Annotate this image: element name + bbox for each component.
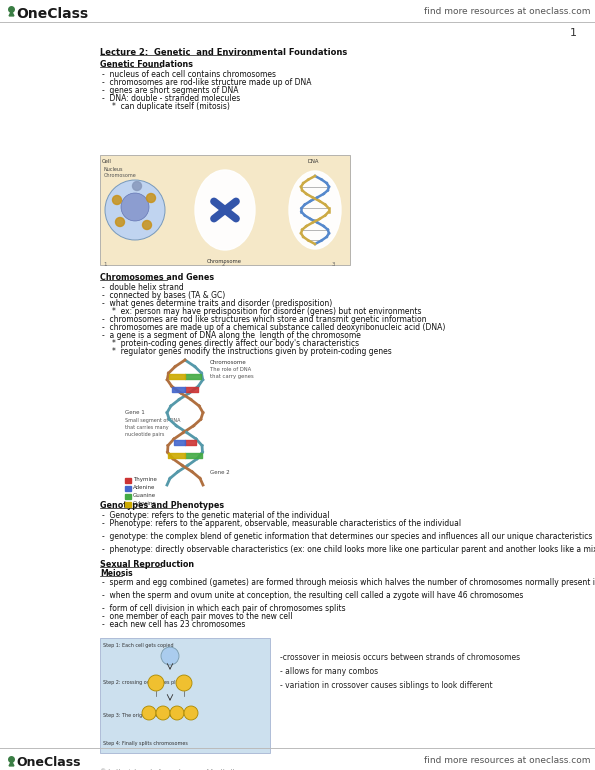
Text: 1: 1 (570, 28, 577, 38)
Text: -  DNA: double - stranded molecules: - DNA: double - stranded molecules (102, 94, 240, 103)
Text: Step 1: Each cell gets copied: Step 1: Each cell gets copied (103, 643, 174, 648)
Ellipse shape (195, 170, 255, 250)
Circle shape (112, 196, 121, 205)
Circle shape (133, 182, 142, 190)
Circle shape (148, 675, 164, 691)
Text: Guanine: Guanine (133, 493, 156, 498)
Text: nucleotide pairs: nucleotide pairs (125, 432, 164, 437)
Text: *  ex: person may have predisposition for disorder (genes) but not environments: * ex: person may have predisposition for… (112, 307, 421, 316)
Text: -  connected by bases (TA & GC): - connected by bases (TA & GC) (102, 291, 226, 300)
Text: Cytosine: Cytosine (133, 501, 156, 506)
Text: Chromosome: Chromosome (210, 360, 247, 365)
Text: -  sperm and egg combined (gametes) are formed through meiosis which halves the : - sperm and egg combined (gametes) are f… (102, 578, 595, 587)
Circle shape (142, 220, 152, 229)
Text: -  one member of each pair moves to the new cell: - one member of each pair moves to the n… (102, 612, 293, 621)
Text: -crossover in meiosis occurs between strands of chromosomes: -crossover in meiosis occurs between str… (280, 653, 520, 662)
Text: Chromosomes and Genes: Chromosomes and Genes (100, 273, 214, 282)
Text: The role of DNA: The role of DNA (210, 367, 251, 372)
Circle shape (105, 180, 165, 240)
Text: that carries many: that carries many (125, 425, 168, 430)
Bar (125, 478, 131, 483)
Bar (125, 486, 131, 491)
Text: *  can duplicate itself (mitosis): * can duplicate itself (mitosis) (112, 102, 230, 111)
Text: Lecture 2:  Genetic  and Environmental Foundations: Lecture 2: Genetic and Environmental Fou… (100, 48, 347, 57)
Text: OneClass: OneClass (16, 7, 88, 21)
FancyBboxPatch shape (100, 638, 270, 753)
Text: -  nucleus of each cell contains chromosomes: - nucleus of each cell contains chromoso… (102, 70, 276, 79)
Text: find more resources at oneclass.com: find more resources at oneclass.com (424, 7, 590, 16)
Text: -  genotype: the complex blend of genetic information that determines our specie: - genotype: the complex blend of genetic… (102, 532, 593, 541)
Text: Sexual Reproduction: Sexual Reproduction (100, 560, 194, 569)
Text: Genetic Foundations: Genetic Foundations (100, 60, 193, 69)
Text: -  chromosomes are rod-like structure made up of DNA: - chromosomes are rod-like structure mad… (102, 78, 312, 87)
Text: -  each new cell has 23 chromosomes: - each new cell has 23 chromosomes (102, 620, 245, 629)
Circle shape (115, 217, 124, 226)
Text: Thymine: Thymine (133, 477, 157, 482)
Text: *  protein-coding genes directly affect our body's characteristics: * protein-coding genes directly affect o… (112, 339, 359, 348)
Text: -  Phenotype: refers to the apparent, observable, measurable characteristics of : - Phenotype: refers to the apparent, obs… (102, 519, 461, 528)
Text: Small segment of DNA: Small segment of DNA (125, 418, 180, 423)
Circle shape (176, 675, 192, 691)
Text: Step 4: Finally splits chromosomes: Step 4: Finally splits chromosomes (103, 741, 188, 746)
Text: -  when the sperm and ovum unite at conception, the resulting cell called a zygo: - when the sperm and ovum unite at conce… (102, 591, 524, 600)
Text: -  what genes determine traits and disorder (predisposition): - what genes determine traits and disord… (102, 299, 332, 308)
Text: -  chromosomes are rod like structures which store and transmit genetic informat: - chromosomes are rod like structures wh… (102, 315, 427, 324)
Text: OneClass: OneClass (16, 756, 80, 769)
Text: Step 3: The original cell splits: Step 3: The original cell splits (103, 713, 176, 718)
Text: -  phenotype: directly observable characteristics (ex: one child looks more like: - phenotype: directly observable charact… (102, 545, 595, 554)
Text: that carry genes: that carry genes (210, 374, 253, 379)
Bar (125, 494, 131, 499)
Text: -  double helix strand: - double helix strand (102, 283, 184, 292)
Ellipse shape (289, 171, 341, 249)
Text: -  a gene is a segment of DNA along the  length of the chromosome: - a gene is a segment of DNA along the l… (102, 331, 361, 340)
Text: © In the interest of a real game of football: © In the interest of a real game of foot… (100, 768, 234, 770)
Text: find more resources at oneclass.com: find more resources at oneclass.com (424, 756, 590, 765)
Circle shape (161, 647, 179, 665)
Text: - allows for many combos: - allows for many combos (280, 667, 378, 676)
Text: -  chromosomes are made up of a chemical substance called deoxyribonucleic acid : - chromosomes are made up of a chemical … (102, 323, 446, 332)
Text: -  Genotype: refers to the genetic material of the individual: - Genotype: refers to the genetic materi… (102, 511, 330, 520)
Text: 2: 2 (222, 262, 226, 267)
Text: Gene 2: Gene 2 (210, 470, 230, 475)
Text: -  genes are short segments of DNA: - genes are short segments of DNA (102, 86, 239, 95)
FancyBboxPatch shape (100, 155, 350, 265)
Circle shape (146, 193, 155, 203)
Text: Genotypes and Phenotypes: Genotypes and Phenotypes (100, 501, 224, 510)
Circle shape (170, 706, 184, 720)
Circle shape (142, 706, 156, 720)
Text: *  regulator genes modify the instructions given by protein-coding genes: * regulator genes modify the instruction… (112, 347, 392, 356)
Circle shape (184, 706, 198, 720)
Text: -  form of cell division in which each pair of chromosomes splits: - form of cell division in which each pa… (102, 604, 346, 613)
Circle shape (156, 706, 170, 720)
Text: 1: 1 (103, 262, 107, 267)
Text: Nucleus: Nucleus (104, 167, 124, 172)
Text: Chromosome: Chromosome (104, 173, 137, 178)
Text: Gene 1: Gene 1 (125, 410, 145, 415)
Bar (125, 502, 131, 507)
Text: - variation in crossover causes siblings to look different: - variation in crossover causes siblings… (280, 681, 493, 690)
Text: Step 2: crossing over takes place: Step 2: crossing over takes place (103, 680, 184, 685)
Text: DNA: DNA (307, 159, 318, 164)
Text: Adenine: Adenine (133, 485, 155, 490)
Text: Cell: Cell (102, 159, 112, 164)
Text: 3: 3 (332, 262, 336, 267)
Circle shape (121, 193, 149, 221)
Text: Chromosome: Chromosome (207, 259, 242, 264)
Text: Meiosis: Meiosis (100, 569, 133, 578)
